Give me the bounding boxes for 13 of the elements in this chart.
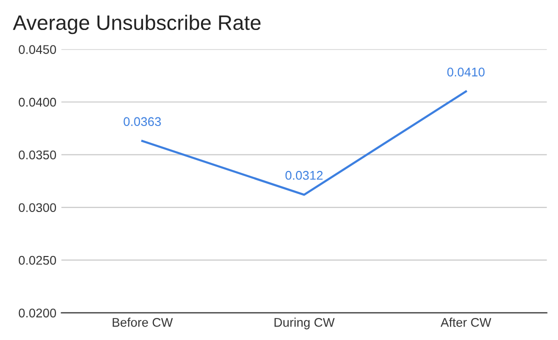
x-tick-label: Before CW: [112, 318, 173, 327]
y-tick-label: 0.0400: [18, 98, 56, 107]
chart-title: Average Unsubscribe Rate: [12, 14, 261, 34]
y-tick-label: 0.0300: [18, 203, 56, 212]
y-tick-label: 0.0350: [18, 150, 56, 160]
y-tick-label: 0.0450: [18, 45, 56, 54]
x-tick-label: After CW: [440, 318, 492, 327]
x-tick-label: During CW: [274, 318, 335, 330]
y-tick-label: 0.0250: [18, 256, 56, 265]
data-label: 0.0410: [447, 68, 485, 76]
data-label: 0.0363: [124, 117, 161, 126]
data-label: 0.0312: [285, 170, 323, 180]
y-tick-label: 0.0200: [18, 308, 56, 318]
